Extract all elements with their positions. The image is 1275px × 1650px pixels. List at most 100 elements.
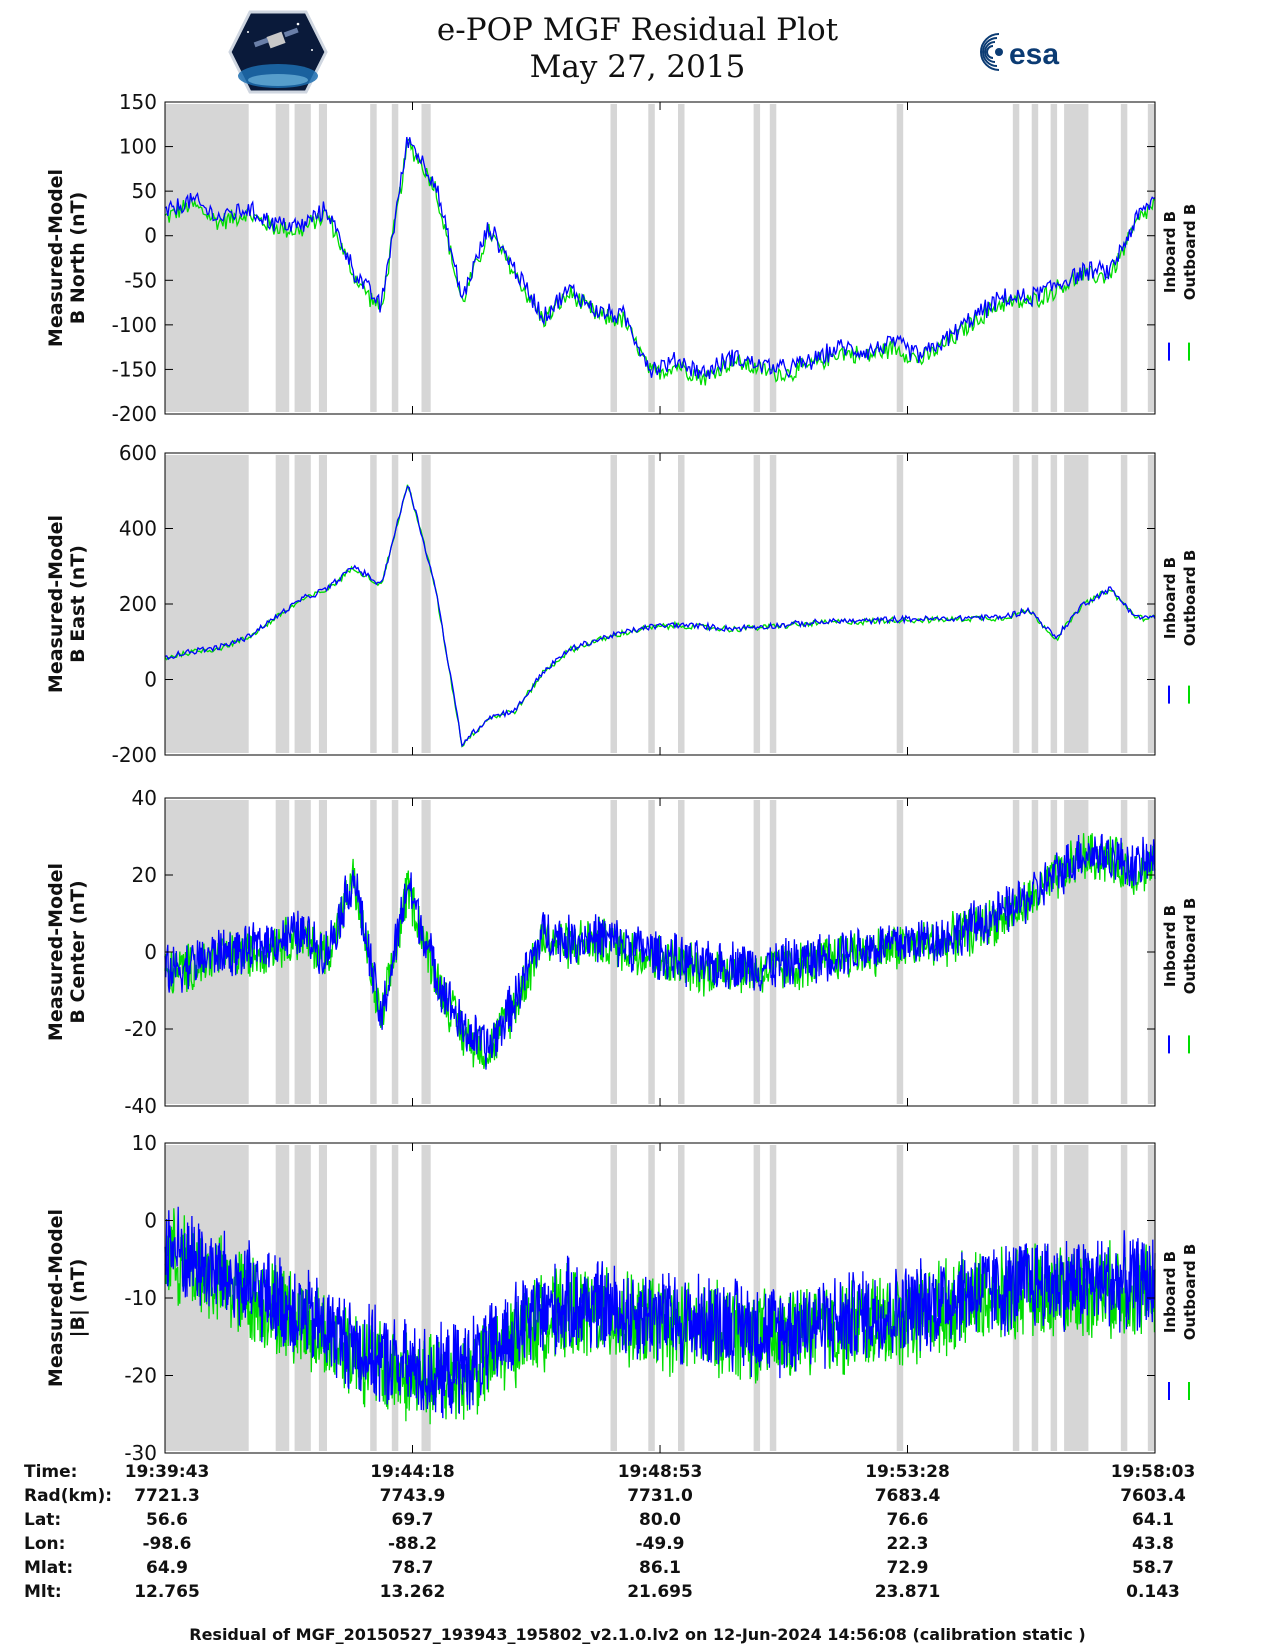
y-axis-label-line1: Measured-Model bbox=[45, 169, 67, 347]
data-gap-band bbox=[370, 104, 377, 412]
info-cell: 12.765 bbox=[134, 1582, 200, 1602]
info-cell: 7721.3 bbox=[134, 1486, 200, 1506]
y-tick-label: -40 bbox=[124, 1094, 157, 1118]
info-row-label: Mlt: bbox=[24, 1582, 62, 1602]
svg-text:esa: esa bbox=[1009, 38, 1059, 71]
data-gap-band bbox=[391, 1145, 399, 1451]
y-axis-label-line1: Measured-Model bbox=[45, 515, 67, 693]
y-tick-label: -30 bbox=[124, 1441, 157, 1462]
panel-2: 600 400 200 0 -200 Measured-ModelB East (nT) I… bbox=[45, 441, 1199, 767]
y-tick-label: -20 bbox=[124, 1017, 157, 1041]
info-cell: 23.871 bbox=[874, 1582, 941, 1602]
legend-outboard-label: Outboard B bbox=[1181, 204, 1199, 301]
info-cell: 7603.4 bbox=[1120, 1486, 1186, 1506]
data-gap-band bbox=[294, 104, 311, 412]
panel-1: 150 100 50 0 -50 -100 -150 -200 Measured-ModelB … bbox=[45, 90, 1199, 426]
y-axis-label-line2: B East (nT) bbox=[67, 545, 89, 663]
series-line-inboard bbox=[164, 136, 1156, 379]
y-axis-label: Measured-ModelB North (nT) bbox=[45, 169, 89, 347]
data-gap-band bbox=[1120, 1145, 1128, 1451]
y-axis-label-line2: B Center (nT) bbox=[67, 880, 89, 1023]
y-axis-label: Measured-ModelB Center (nT) bbox=[45, 863, 89, 1041]
legend-outboard-label: Outboard B bbox=[1181, 550, 1199, 647]
data-gap-band bbox=[318, 104, 328, 412]
data-gap-band bbox=[1050, 800, 1058, 1104]
info-row-label: Lat: bbox=[24, 1510, 62, 1530]
footer-caption: Residual of MGF_20150527_193943_195802_v… bbox=[189, 1625, 1086, 1644]
info-cell: 76.6 bbox=[886, 1510, 929, 1530]
data-gap-band bbox=[753, 800, 761, 1104]
data-gap-band bbox=[1064, 104, 1089, 412]
legend: Inboard B Outboard B bbox=[1161, 204, 1199, 301]
info-cell: 0.143 bbox=[1126, 1582, 1180, 1602]
info-cell: 19:53:28 bbox=[865, 1462, 950, 1482]
data-gap-band bbox=[370, 455, 377, 753]
y-tick-label: 100 bbox=[119, 135, 157, 159]
data-gap-band bbox=[370, 800, 377, 1104]
series-line-outboard bbox=[164, 138, 1156, 386]
info-cell: 7743.9 bbox=[379, 1486, 446, 1506]
y-tick-label: 400 bbox=[119, 517, 157, 541]
data-gap-band bbox=[1012, 455, 1020, 753]
info-row-label: Rad(km): bbox=[24, 1486, 113, 1506]
info-cell: 13.262 bbox=[379, 1582, 446, 1602]
y-tick-label: 0 bbox=[144, 940, 157, 964]
y-axis-label: Measured-Model|B| (nT) bbox=[45, 1209, 89, 1387]
data-gap-band bbox=[769, 104, 777, 412]
y-axis-label-line1: Measured-Model bbox=[45, 863, 67, 1041]
info-cell: 19:39:43 bbox=[124, 1462, 210, 1482]
data-gap-band bbox=[391, 455, 399, 753]
data-gap-band bbox=[318, 800, 328, 1104]
data-gap-band bbox=[753, 104, 761, 412]
legend-inboard-label: Inboard B bbox=[1161, 1251, 1179, 1333]
data-gap-band bbox=[275, 104, 290, 412]
panel-4: 10 0 -10 -20 -30 Measured-Model|B| (nT) Inboar… bbox=[45, 1131, 1199, 1462]
legend-inboard-label: Inboard B bbox=[1161, 557, 1179, 639]
legend: Inboard B Outboard B bbox=[1161, 898, 1199, 995]
data-gap-band bbox=[769, 800, 777, 1104]
y-tick-label: -150 bbox=[112, 357, 157, 381]
data-gap-band bbox=[1012, 104, 1020, 412]
y-tick-label: 200 bbox=[119, 592, 157, 616]
info-row-label: Lon: bbox=[24, 1534, 66, 1554]
y-tick-label: 40 bbox=[132, 786, 157, 810]
y-tick-label: 0 bbox=[144, 668, 157, 692]
panel-3: 40 20 0 -20 -40 Measured-ModelB Center (nT) In… bbox=[45, 786, 1199, 1118]
y-tick-label: 600 bbox=[119, 441, 157, 465]
residual-chart: 150100500-50-100-150-200Measured-ModelB … bbox=[45, 90, 1199, 1462]
info-cell: 78.7 bbox=[391, 1558, 434, 1578]
series-line-inboard bbox=[164, 833, 1156, 1070]
legend-outboard-label: Outboard B bbox=[1181, 898, 1199, 995]
data-gap-band bbox=[275, 455, 290, 753]
y-tick-label: -200 bbox=[112, 402, 157, 426]
data-gap-band bbox=[610, 104, 617, 412]
data-gap-band bbox=[421, 1145, 431, 1451]
data-gap-band bbox=[370, 1145, 377, 1451]
info-cell: 21.695 bbox=[627, 1582, 693, 1602]
info-cell: 19:48:53 bbox=[617, 1462, 703, 1482]
data-gap-band bbox=[896, 104, 904, 412]
info-cell: 7731.0 bbox=[627, 1486, 693, 1506]
info-cell: 64.1 bbox=[1132, 1510, 1174, 1530]
data-gap-band bbox=[165, 104, 249, 412]
data-gap-band bbox=[648, 455, 655, 753]
legend-inboard-label: Inboard B bbox=[1161, 905, 1179, 987]
y-tick-label: 10 bbox=[132, 1131, 157, 1155]
info-cell: -98.6 bbox=[142, 1534, 192, 1554]
series-line-outboard bbox=[164, 484, 1156, 748]
info-cell: 86.1 bbox=[639, 1558, 681, 1578]
data-gap-band bbox=[1031, 455, 1039, 753]
info-cell: 22.3 bbox=[886, 1534, 929, 1554]
data-gap-band bbox=[648, 800, 655, 1104]
y-axis-label: Measured-ModelB East (nT) bbox=[45, 515, 89, 693]
data-gap-band bbox=[648, 104, 655, 412]
series-line-inboard bbox=[164, 1206, 1156, 1419]
data-gap-band bbox=[753, 455, 761, 753]
legend-inboard-label: Inboard B bbox=[1161, 211, 1179, 293]
info-cell: 69.7 bbox=[391, 1510, 434, 1530]
y-tick-label: -100 bbox=[112, 313, 157, 337]
y-axis-label-line2: B North (nT) bbox=[67, 192, 89, 325]
y-tick-label: -200 bbox=[112, 743, 157, 767]
y-axis-label-line2: |B| (nT) bbox=[67, 1259, 89, 1338]
y-axis-label-line1: Measured-Model bbox=[45, 1209, 67, 1387]
